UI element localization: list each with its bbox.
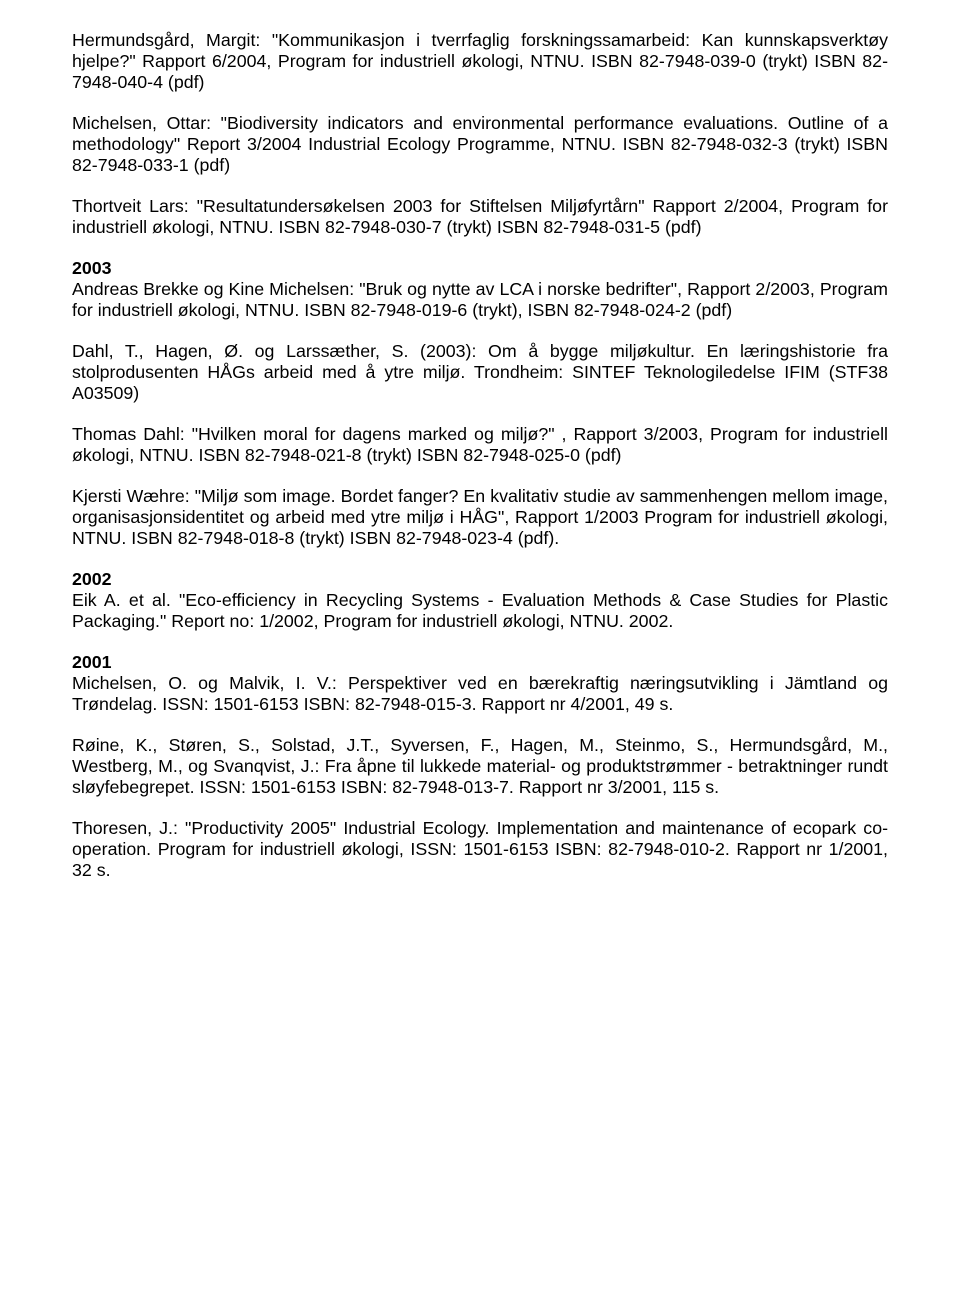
paragraph: Dahl, T., Hagen, Ø. og Larssæther, S. (2… (72, 341, 888, 404)
paragraph: Kjersti Wæhre: "Miljø som image. Bordet … (72, 486, 888, 549)
paragraph: 2003Andreas Brekke og Kine Michelsen: "B… (72, 258, 888, 321)
paragraph: 2001Michelsen, O. og Malvik, I. V.: Pers… (72, 652, 888, 715)
paragraph: Hermundsgård, Margit: "Kommunikasjon i t… (72, 30, 888, 93)
paragraph: Thortveit Lars: "Resultatundersøkelsen 2… (72, 196, 888, 238)
paragraph: 2002Eik A. et al. "Eco-efficiency in Rec… (72, 569, 888, 632)
document-page: Hermundsgård, Margit: "Kommunikasjon i t… (0, 0, 960, 1307)
paragraph: Thoresen, J.: "Productivity 2005" Indust… (72, 818, 888, 881)
paragraph: Røine, K., Støren, S., Solstad, J.T., Sy… (72, 735, 888, 798)
paragraph: Thomas Dahl: "Hvilken moral for dagens m… (72, 424, 888, 466)
paragraph: Michelsen, Ottar: "Biodiversity indicato… (72, 113, 888, 176)
